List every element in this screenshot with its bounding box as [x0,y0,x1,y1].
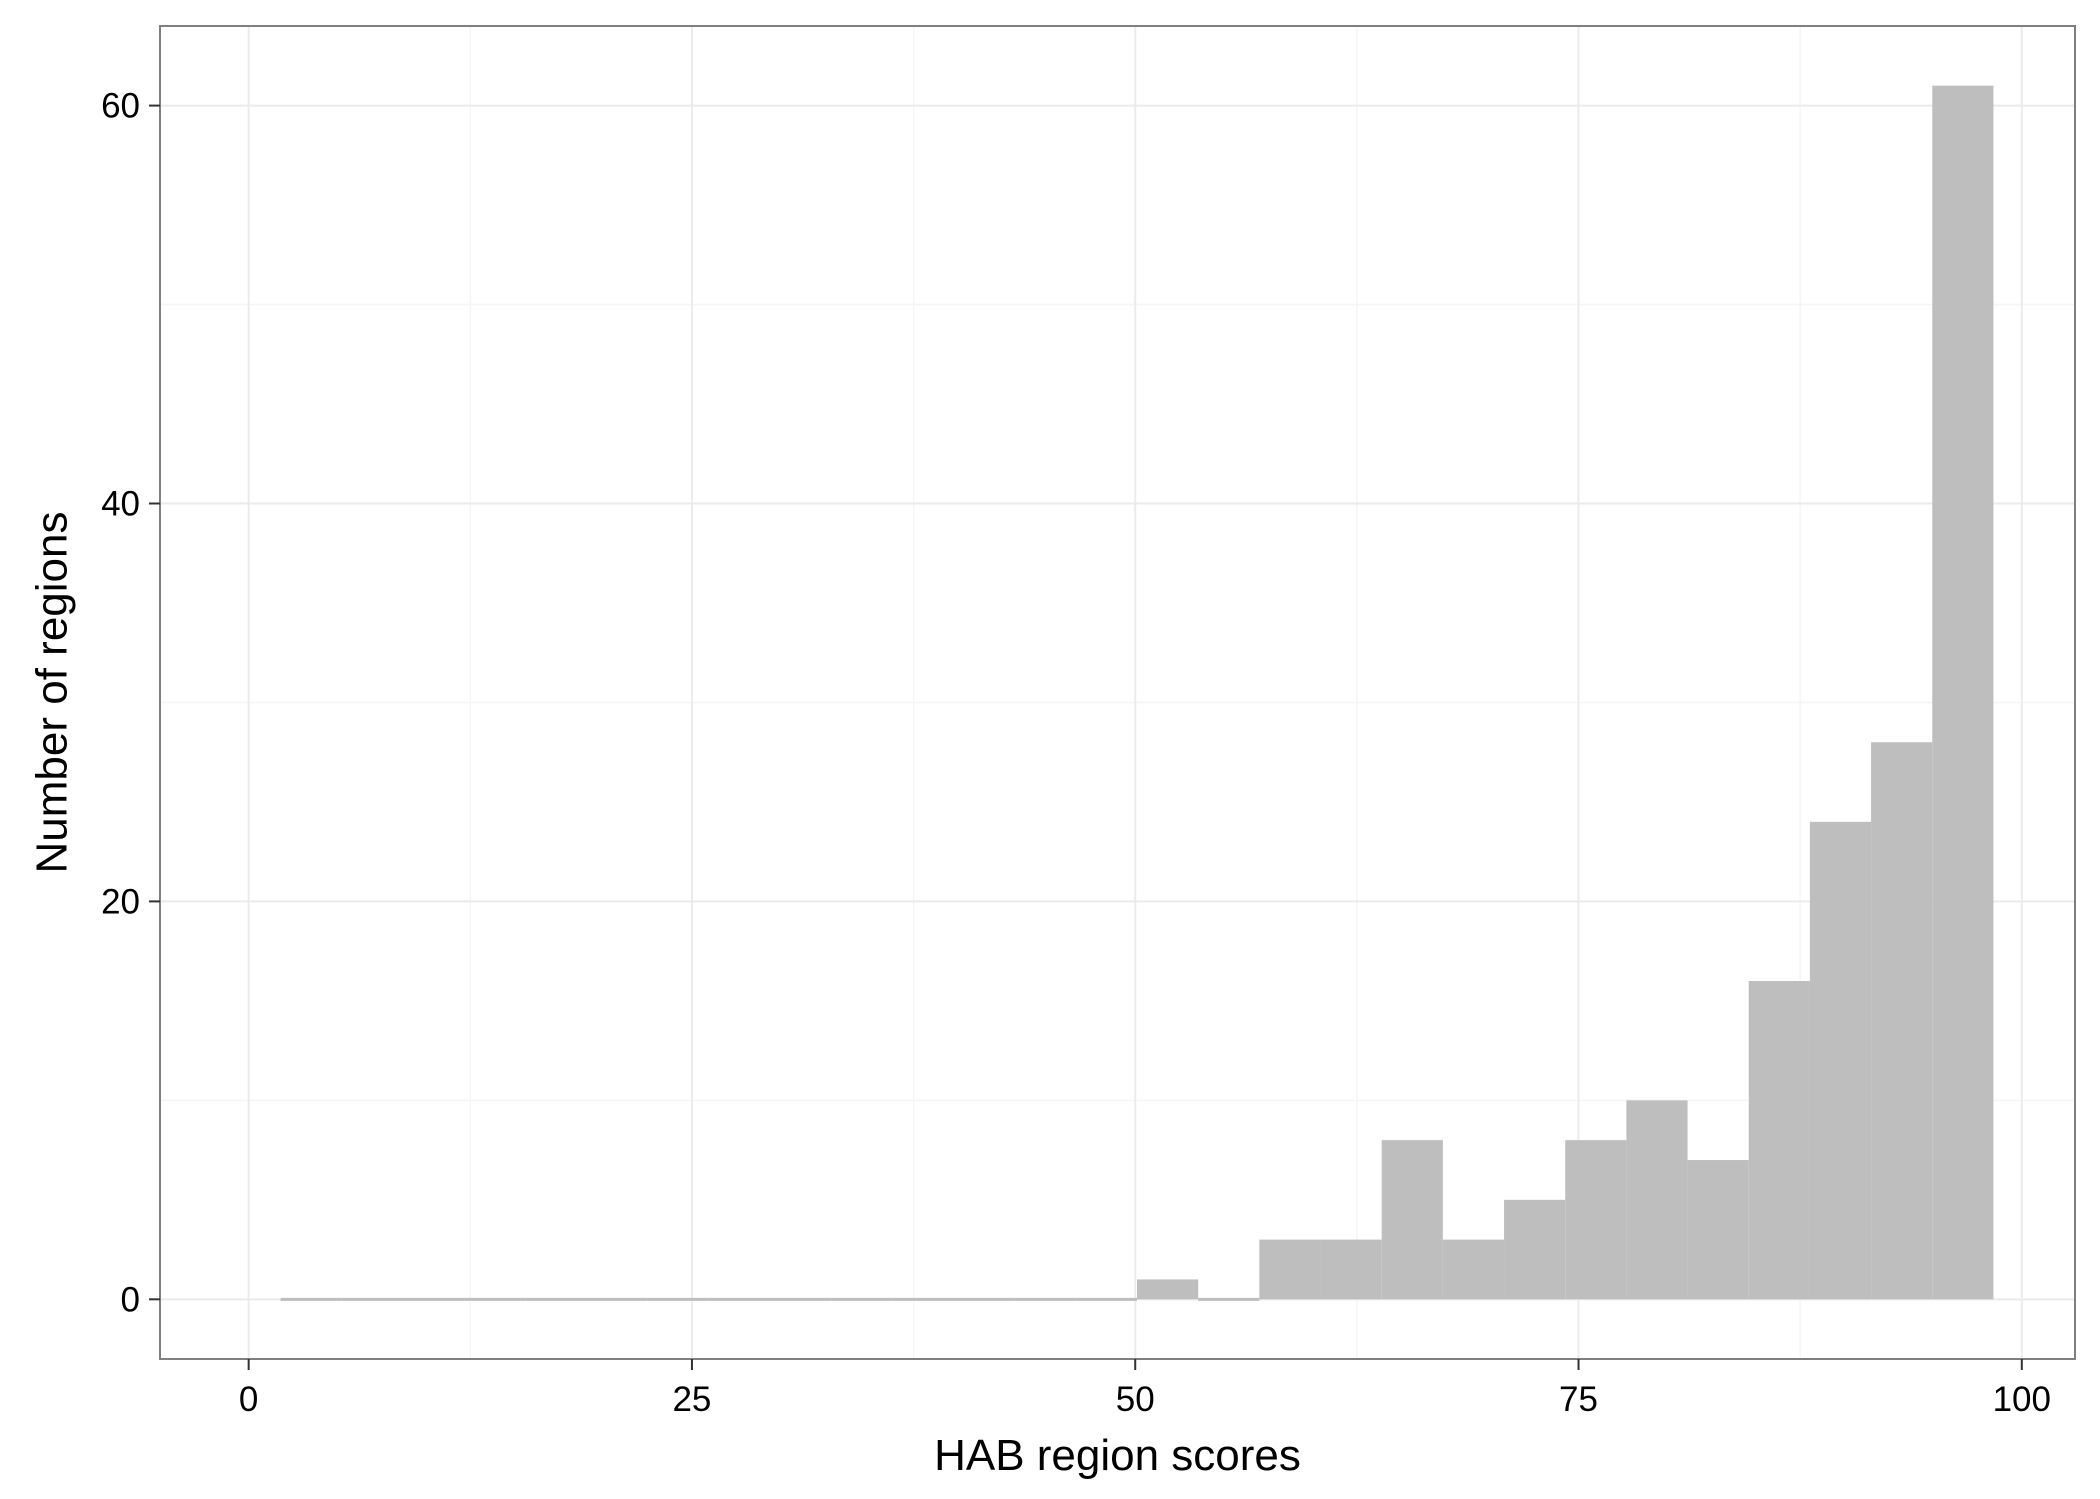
y-axis-ticks: 0 20 40 60 [101,87,160,1319]
histogram-bar [1381,1140,1443,1300]
y-axis-title: Number of regions [28,512,77,874]
histogram-bar [1809,821,1872,1300]
histogram-bar [1320,1239,1382,1300]
histogram-bar [1259,1239,1321,1300]
panel-border [159,25,2076,1360]
histogram-bar [1137,1279,1199,1300]
y-tick-label: 60 [101,87,140,126]
x-tick-label: 25 [672,1380,711,1419]
histogram-bar [1626,1100,1688,1300]
y-tick-label: 20 [101,882,140,921]
x-tick-label: 100 [1993,1380,2051,1419]
x-tick-label: 50 [1116,1380,1155,1419]
y-tick-label: 40 [101,484,140,523]
histogram-bar [1504,1199,1566,1300]
y-tick-label: 0 [121,1280,140,1319]
histogram-bar [1932,85,1994,1300]
x-axis-title: HAB region scores [934,1431,1301,1480]
histogram-bar [1442,1239,1505,1300]
x-axis-ticks: 0 25 50 75 100 [239,1359,2051,1419]
histogram-bar [1565,1140,1627,1300]
x-tick-label: 75 [1559,1380,1598,1419]
histogram-bars [280,85,1994,1301]
histogram-bar [1687,1160,1749,1300]
histogram-bar [1871,742,1933,1300]
histogram-bar [1748,980,1810,1300]
x-tick-label: 0 [239,1380,258,1419]
